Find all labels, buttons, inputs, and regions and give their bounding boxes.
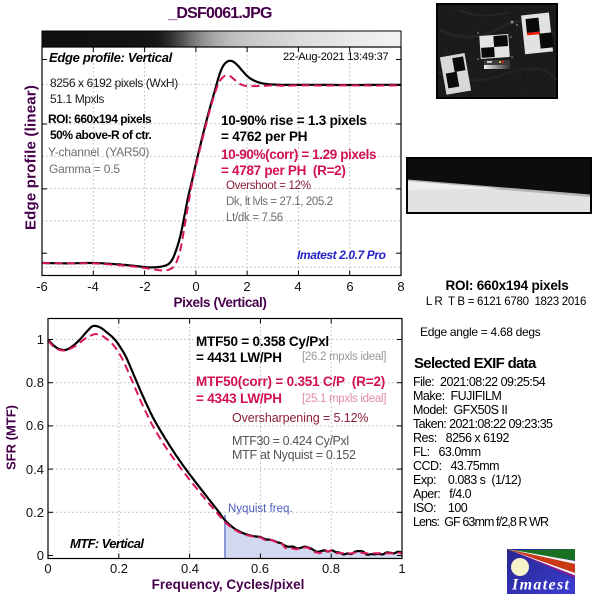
svg-text:Imatest: Imatest xyxy=(511,577,570,594)
